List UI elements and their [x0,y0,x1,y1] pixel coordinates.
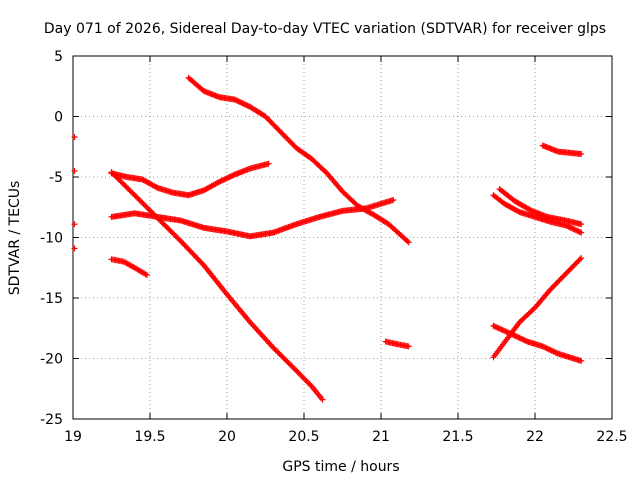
x-tick-label: 19.5 [134,429,165,445]
chart-title: Day 071 of 2026, Sidereal Day-to-day VTE… [44,21,606,37]
data-point [497,325,504,332]
data-point [307,382,314,389]
data-point [71,221,78,228]
x-tick-label: 21 [372,429,390,445]
data-point [405,343,412,350]
series-s10 [382,338,412,350]
series-s2 [71,167,78,174]
series-s8 [108,169,326,403]
data-point [142,271,149,278]
x-tick-label: 22.5 [596,429,627,445]
series-s4 [71,245,78,252]
data-point [491,323,498,330]
ticks-layer: 19 19.5 20 20.5 21 21.5 22 22.5 5 0 -5 -10 -15 -20 -25 [40,49,627,445]
series-s1 [71,134,78,141]
plot-area [72,55,613,420]
data-point [498,326,505,333]
grid-layer [73,56,612,419]
series-s13 [539,142,585,158]
data-point [495,325,502,332]
data-point [143,272,150,279]
x-tick-label: 20.5 [288,429,319,445]
data-point [71,245,78,252]
data-point [503,328,510,335]
y-tick-label: -15 [40,291,63,307]
data-point [500,327,507,334]
x-tick-label: 22 [526,429,544,445]
x-tick-label: 19 [64,429,82,445]
data-point [71,167,78,174]
series-s5 [108,256,150,279]
data-point [578,151,585,158]
data-point [405,239,412,246]
series-s3 [71,221,78,228]
x-tick-label: 21.5 [442,429,473,445]
data-point [578,357,585,364]
series-s12 [496,186,585,228]
y-tick-label: 5 [54,49,63,65]
series-s6 [108,160,272,199]
data-point [578,255,585,262]
data-point [493,324,500,331]
y-axis-label: SDTVAR / TECUs [7,181,23,296]
data-point [578,221,585,228]
data-point [319,396,326,403]
data-point [576,229,583,236]
series-s11 [490,192,585,236]
y-tick-label: 0 [54,110,63,126]
x-axis-label: GPS time / hours [282,459,399,475]
data-point [71,134,78,141]
x-tick-label: 20 [218,429,236,445]
data-point [494,324,501,331]
points-layer [71,74,585,403]
y-tick-label: -20 [40,352,63,368]
data-point [390,196,397,203]
data-point [265,160,272,167]
series-s9 [185,74,412,246]
data-point [499,327,506,334]
series-s15 [490,255,585,361]
y-tick-label: -10 [40,231,63,247]
data-point [490,322,497,329]
data-point [404,238,411,245]
data-point [502,328,509,335]
series-s14 [490,322,585,364]
y-tick-label: -25 [40,412,63,428]
y-tick-label: -5 [49,170,63,186]
data-point [576,256,583,263]
data-point [578,229,585,236]
